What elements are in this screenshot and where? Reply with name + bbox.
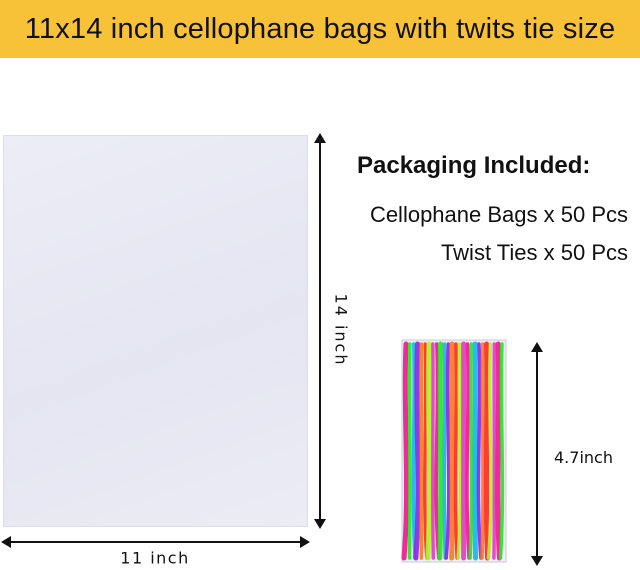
twist-tie: [480, 342, 485, 560]
twist-tie: [465, 342, 471, 560]
bag-width-label: 11 inch: [112, 548, 198, 568]
twist-tie: [498, 342, 505, 560]
twist-tie: [483, 341, 490, 561]
packaging-item-ties: Twist Ties x 50 Pcs: [440, 240, 628, 265]
twist-tie: [472, 341, 479, 561]
twist-tie: [476, 342, 483, 560]
twist-tie: [444, 342, 451, 560]
bag-width-arrow: [1, 536, 310, 548]
tie-length-label: 4.7inch: [554, 448, 613, 467]
twist-tie: [449, 341, 455, 561]
twist-tie: [423, 342, 429, 560]
tie-length-arrow: [531, 342, 543, 566]
twist-tie: [492, 342, 497, 560]
cellophane-bag-image: [3, 135, 308, 527]
twist-tie: [425, 341, 432, 561]
twist-tie: [495, 341, 502, 561]
twist-tie: [411, 342, 417, 560]
twist-tie: [407, 342, 412, 560]
twist-tie: [401, 341, 410, 561]
twist-tie: [442, 342, 447, 560]
twist-tie: [437, 341, 444, 561]
title-banner: 11x14 inch cellophane bags with twits ti…: [0, 0, 640, 58]
packaging-heading: Packaging Included:: [357, 152, 591, 179]
twist-tie: [431, 342, 436, 560]
twist-ties-image: [401, 339, 507, 563]
twist-tie: [413, 341, 421, 561]
packaging-item-bags: Cellophane Bags x 50 Pcs: [369, 202, 628, 227]
bag-height-label: 14 inch: [331, 293, 351, 367]
twist-tie: [468, 342, 474, 560]
bag-height-arrow: [314, 133, 326, 529]
twist-tie: [453, 342, 459, 560]
twist-tie: [434, 342, 441, 560]
banner-title: 11x14 inch cellophane bags with twits ti…: [24, 12, 616, 45]
twist-tie: [456, 342, 462, 560]
twist-tie: [486, 342, 493, 560]
